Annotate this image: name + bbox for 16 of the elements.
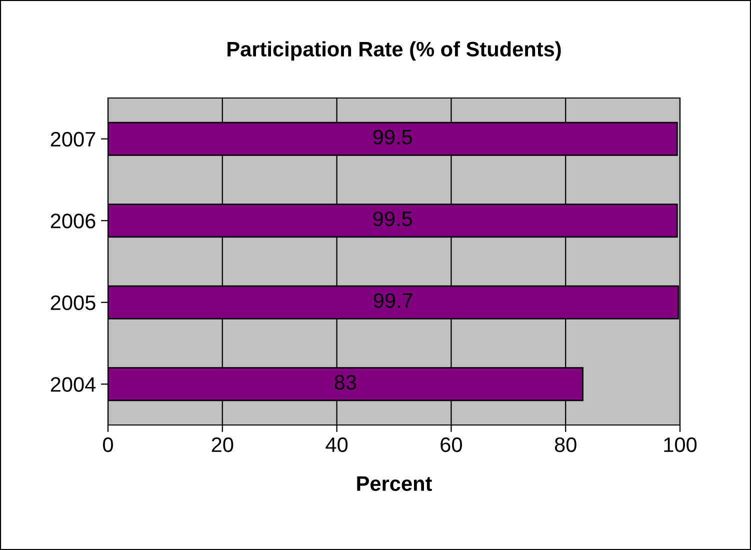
x-axis-title: Percent: [357, 476, 432, 491]
data-label: 99.5: [373, 211, 412, 226]
y-tick-label: 2004: [50, 377, 96, 392]
x-tick-label: 0: [103, 437, 113, 452]
data-label: 83: [334, 374, 356, 390]
x-tick-label: 100: [664, 437, 697, 452]
chart-title: Participation Rate (% of Students): [228, 41, 561, 61]
y-tick-label: 2005: [50, 295, 96, 310]
data-label: 99.5: [373, 130, 412, 144]
data-label: 99.7: [374, 293, 412, 308]
x-tick-label: 40: [326, 437, 348, 452]
x-tick-label: 20: [212, 437, 234, 452]
x-tick-label: 60: [440, 437, 462, 452]
y-tick-label: 2006: [50, 214, 96, 228]
x-tick-label: 80: [554, 437, 576, 452]
y-tick-label: 2007: [50, 132, 96, 147]
